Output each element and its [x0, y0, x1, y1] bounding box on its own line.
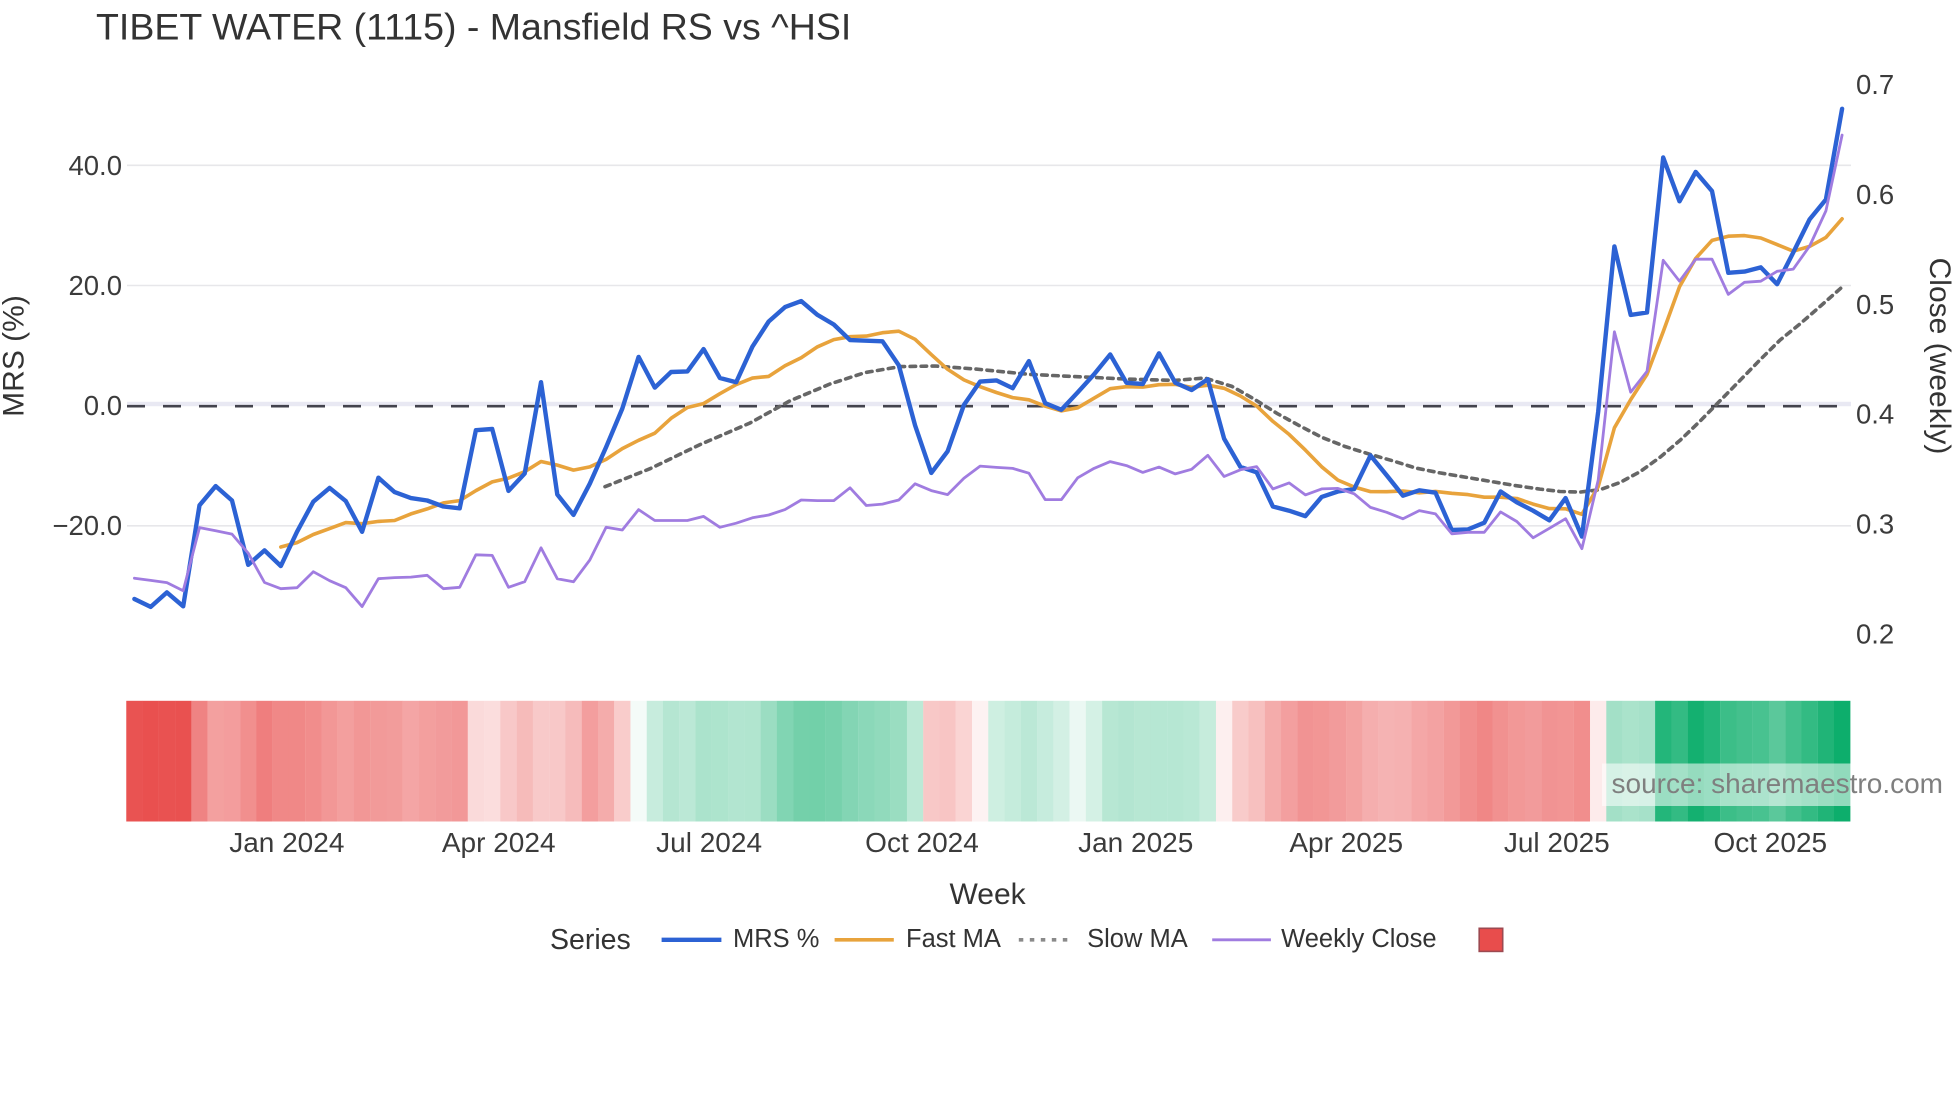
svg-text:Oct 2024: Oct 2024 [865, 827, 979, 858]
svg-text:0.5: 0.5 [1856, 289, 1894, 320]
svg-text:Apr 2024: Apr 2024 [442, 827, 556, 858]
svg-text:source: sharemaestro.com: source: sharemaestro.com [1612, 768, 1943, 799]
svg-text:Jan 2024: Jan 2024 [229, 827, 344, 858]
svg-text:0.6: 0.6 [1856, 179, 1894, 210]
svg-text:MRS %: MRS % [733, 925, 819, 953]
svg-text:20.0: 20.0 [68, 270, 122, 301]
svg-text:Apr 2025: Apr 2025 [1289, 827, 1403, 858]
svg-text:Series: Series [550, 924, 631, 956]
svg-text:0.7: 0.7 [1856, 69, 1894, 100]
svg-text:Weekly Close: Weekly Close [1281, 925, 1436, 953]
svg-text:Week: Week [950, 878, 1027, 911]
svg-text:0.4: 0.4 [1856, 399, 1894, 430]
svg-text:Jan 2025: Jan 2025 [1078, 827, 1193, 858]
svg-text:Jul 2025: Jul 2025 [1504, 827, 1610, 858]
svg-text:0.0: 0.0 [84, 390, 122, 421]
svg-text:Oct 2025: Oct 2025 [1713, 827, 1827, 858]
svg-text:Jul 2024: Jul 2024 [656, 827, 762, 858]
svg-text:40.0: 40.0 [68, 150, 122, 181]
svg-text:Close (weekly): Close (weekly) [1923, 258, 1956, 455]
svg-text:−20.0: −20.0 [52, 510, 122, 541]
svg-text:Fast MA: Fast MA [906, 925, 1001, 953]
svg-text:0.3: 0.3 [1856, 509, 1894, 540]
svg-text:TIBET WATER (1115) - Mansfield: TIBET WATER (1115) - Mansfield RS vs ^HS… [96, 6, 851, 48]
svg-text:0.2: 0.2 [1856, 619, 1894, 650]
svg-text:Slow MA: Slow MA [1087, 925, 1188, 953]
svg-text:MRS (%): MRS (%) [0, 295, 31, 417]
